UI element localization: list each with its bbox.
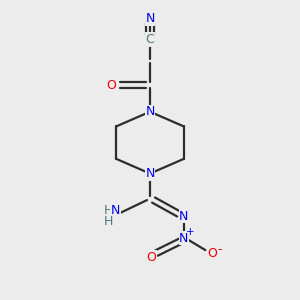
Text: O: O — [146, 251, 156, 264]
Text: N: N — [145, 105, 155, 118]
Text: O: O — [208, 247, 218, 260]
Text: -: - — [218, 243, 222, 256]
Text: H: H — [103, 205, 113, 218]
Text: N: N — [179, 210, 188, 223]
Text: N: N — [111, 205, 120, 218]
Text: N: N — [179, 232, 188, 245]
Text: C: C — [146, 33, 154, 46]
Text: O: O — [106, 79, 116, 92]
Text: N: N — [145, 13, 155, 26]
Text: +: + — [186, 227, 195, 237]
Text: H: H — [103, 215, 113, 228]
Text: N: N — [145, 167, 155, 180]
